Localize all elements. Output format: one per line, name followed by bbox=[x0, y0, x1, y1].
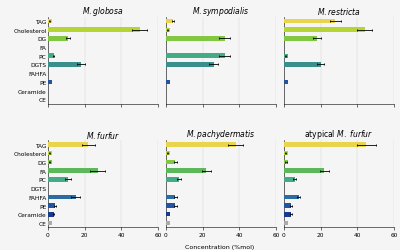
Bar bbox=[166, 20, 173, 24]
Point bbox=[164, 152, 171, 156]
Point bbox=[282, 54, 289, 58]
Point bbox=[282, 80, 289, 84]
Title: $\it{M. pachydermatis}$: $\it{M. pachydermatis}$ bbox=[186, 128, 256, 141]
Bar bbox=[284, 195, 298, 200]
Bar bbox=[284, 204, 291, 208]
Point bbox=[47, 152, 53, 156]
Bar bbox=[48, 204, 55, 208]
Point bbox=[47, 221, 53, 225]
Title: $\it{M. globosa}$: $\it{M. globosa}$ bbox=[82, 4, 124, 18]
Bar bbox=[166, 37, 225, 42]
Bar bbox=[284, 20, 335, 24]
Bar bbox=[166, 160, 175, 165]
Bar bbox=[284, 143, 366, 148]
Bar bbox=[284, 37, 317, 42]
Bar bbox=[166, 169, 206, 173]
Bar bbox=[48, 195, 76, 200]
Bar bbox=[166, 143, 236, 148]
Title: $\it{M. restricta}$: $\it{M. restricta}$ bbox=[317, 6, 361, 17]
Bar bbox=[48, 178, 68, 182]
Title: atypical $\it{M.\ furfur}$: atypical $\it{M.\ furfur}$ bbox=[304, 128, 374, 141]
Bar bbox=[48, 143, 88, 148]
Point bbox=[47, 20, 53, 24]
Bar bbox=[48, 63, 81, 68]
Bar bbox=[166, 54, 225, 59]
Text: Concentration (%mol): Concentration (%mol) bbox=[185, 244, 255, 249]
Point bbox=[282, 152, 289, 156]
Bar bbox=[48, 37, 68, 42]
Point bbox=[47, 160, 53, 164]
Bar bbox=[284, 169, 324, 173]
Bar bbox=[166, 195, 175, 200]
Bar bbox=[48, 28, 140, 33]
Bar bbox=[284, 212, 291, 217]
Point bbox=[164, 80, 171, 84]
Point bbox=[164, 212, 171, 216]
Bar bbox=[166, 63, 214, 68]
Bar bbox=[284, 178, 295, 182]
Bar bbox=[166, 178, 179, 182]
Title: $\it{M. sympodialis}$: $\it{M. sympodialis}$ bbox=[192, 4, 250, 18]
Bar bbox=[48, 54, 54, 59]
Point bbox=[282, 221, 289, 225]
Bar bbox=[166, 204, 175, 208]
Bar bbox=[284, 28, 365, 33]
Point bbox=[47, 80, 53, 84]
Title: $\it{M. furfur}$: $\it{M. furfur}$ bbox=[86, 129, 120, 140]
Point bbox=[164, 28, 171, 32]
Point bbox=[282, 160, 289, 164]
Point bbox=[164, 221, 171, 225]
Bar bbox=[48, 169, 98, 173]
Bar bbox=[48, 212, 54, 217]
Bar bbox=[284, 63, 320, 68]
